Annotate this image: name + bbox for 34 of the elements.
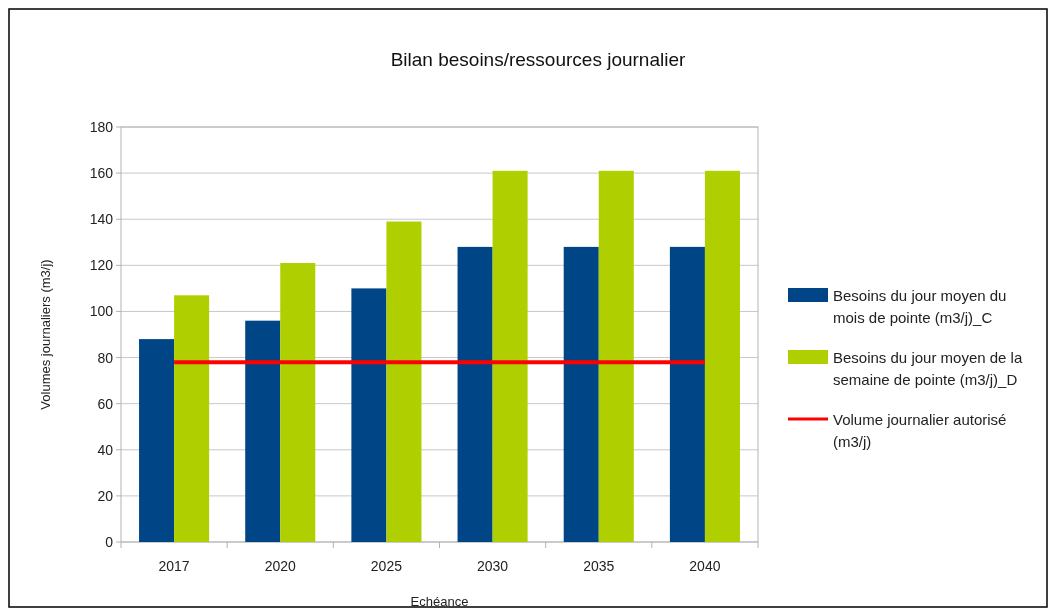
y-tick-label: 140: [89, 211, 114, 228]
bar: [669, 246, 705, 542]
x-tick-label: 2020: [264, 558, 297, 574]
x-tick-label: 2030: [477, 558, 509, 574]
bar: [598, 170, 634, 542]
y-tick-label: 20: [97, 487, 114, 504]
y-tick-label: 120: [89, 257, 114, 274]
x-tick-label: 2025: [370, 558, 403, 574]
bar: [174, 295, 210, 542]
y-tick-label: 80: [97, 349, 114, 366]
bar: [139, 339, 175, 542]
x-tick-label: 2017: [158, 558, 190, 574]
chart-title: Bilan besoins/ressources journalier: [390, 49, 686, 70]
x-tick-label: 2040: [689, 558, 721, 574]
y-tick-label: 160: [89, 165, 114, 182]
legend-label: Besoins du jour moyen du mois de pointe (m3/j)_C: [833, 287, 1007, 326]
bar: [245, 320, 281, 542]
legend-label: Volume journalier autorisé (m3/j): [833, 411, 1007, 450]
x-axis-title: Echéance: [410, 594, 469, 609]
x-tick-label: 2035: [583, 558, 615, 574]
bar: [280, 263, 316, 542]
y-tick-label: 0: [105, 534, 114, 550]
y-tick-label: 40: [97, 441, 114, 458]
y-tick-label: 60: [97, 395, 114, 412]
y-tick-label: 180: [89, 119, 114, 135]
bar: [492, 170, 528, 542]
bar: [563, 246, 599, 542]
bar: [386, 221, 422, 542]
y-axis-title: Volumes journaliers (m3/j): [38, 259, 53, 410]
bar: [351, 288, 387, 542]
bar: [457, 246, 493, 542]
legend-label: Besoins du jour moyen de la semaine de pointe (m3/j)_D: [833, 349, 1023, 388]
bar: [704, 170, 740, 542]
y-tick-label: 100: [89, 303, 114, 320]
